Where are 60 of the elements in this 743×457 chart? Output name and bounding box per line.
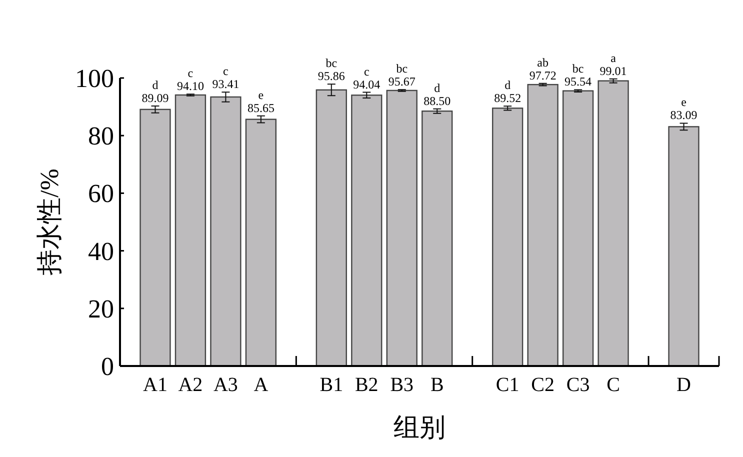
x-tick-label: C1 bbox=[496, 374, 520, 396]
annotation: d bbox=[504, 78, 511, 92]
annotation: bc bbox=[326, 56, 338, 70]
bar bbox=[351, 94, 382, 367]
y-tick-label: 80 bbox=[88, 122, 114, 151]
data-label: 94.10 bbox=[176, 79, 204, 94]
data-label: 99.01 bbox=[600, 64, 627, 78]
annotation: e bbox=[258, 88, 264, 102]
data-label: 83.09 bbox=[670, 108, 698, 122]
x-tick-label: A bbox=[254, 374, 269, 396]
bar bbox=[562, 90, 594, 367]
x-tick-label: C bbox=[606, 374, 620, 396]
data-label: 89.09 bbox=[142, 90, 169, 105]
y-tick-label: 20 bbox=[88, 294, 114, 324]
annotation: a bbox=[610, 50, 617, 65]
bar bbox=[422, 110, 453, 367]
bar bbox=[210, 96, 242, 367]
data-label: 94.04 bbox=[353, 77, 380, 92]
y-tick-label: 60 bbox=[88, 179, 114, 208]
bar bbox=[668, 126, 700, 367]
x-tick-label: A2 bbox=[178, 374, 203, 396]
x-tick-label: B2 bbox=[354, 374, 378, 396]
annotation: e bbox=[681, 95, 686, 110]
x-tick-label: B bbox=[430, 374, 444, 396]
x-tick-label: D bbox=[676, 374, 691, 396]
annotation: c bbox=[223, 64, 228, 78]
y-tick-label: 40 bbox=[88, 236, 114, 266]
x-tick-label: A3 bbox=[213, 374, 238, 396]
data-label: 95.67 bbox=[388, 74, 416, 89]
data-label: 97.72 bbox=[529, 68, 556, 82]
x-tick-label: B1 bbox=[320, 374, 344, 396]
data-label: 89.52 bbox=[494, 91, 522, 106]
annotation: bc bbox=[396, 62, 408, 76]
bar bbox=[598, 80, 629, 367]
bar bbox=[174, 94, 206, 367]
x-tick-label: C2 bbox=[531, 374, 554, 396]
annotation: d bbox=[434, 80, 440, 95]
bar bbox=[492, 108, 524, 367]
annotation: d bbox=[152, 78, 158, 92]
annotation: c bbox=[188, 66, 194, 80]
bar bbox=[527, 84, 558, 367]
x-tick-label: A1 bbox=[143, 374, 168, 396]
data-label: 85.65 bbox=[247, 100, 274, 115]
bar bbox=[140, 108, 171, 367]
data-label: 88.50 bbox=[424, 94, 451, 108]
annotation: c bbox=[364, 64, 370, 78]
annotation: bc bbox=[572, 62, 584, 76]
bar bbox=[386, 90, 418, 367]
data-label: 93.41 bbox=[212, 77, 240, 92]
bar bbox=[245, 118, 277, 367]
x-tick-label: C3 bbox=[566, 374, 590, 396]
y-tick-label: 100 bbox=[75, 64, 114, 93]
y-tick-label: 0 bbox=[101, 352, 114, 381]
x-tick-label: B3 bbox=[390, 374, 414, 396]
bar bbox=[316, 89, 347, 367]
data-label: 95.54 bbox=[564, 74, 592, 89]
data-label: 95.86 bbox=[318, 69, 345, 84]
annotation: ab bbox=[537, 55, 548, 70]
y-axis-title: 持水性/% bbox=[35, 168, 64, 276]
x-axis-title: 组别 bbox=[394, 413, 446, 442]
